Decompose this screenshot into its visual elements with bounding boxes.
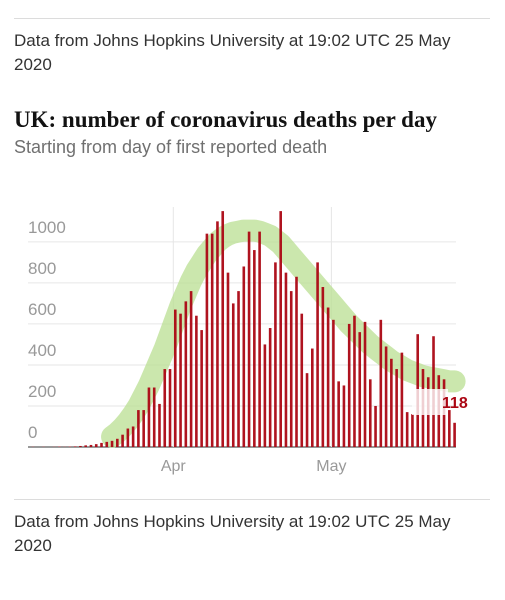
bar [316, 262, 319, 447]
bar [205, 233, 209, 447]
bar [448, 410, 451, 447]
x-tick-label: Apr [161, 458, 187, 475]
rule [14, 18, 490, 19]
bar [395, 369, 398, 447]
bar [347, 323, 351, 447]
bar [126, 428, 130, 447]
bar [100, 442, 103, 447]
bar [384, 346, 388, 447]
y-tick-label: 400 [28, 341, 56, 360]
value-label: 118 [442, 395, 468, 412]
y-tick-label: 200 [28, 382, 56, 401]
y-tick-label: 1000 [28, 218, 66, 237]
bar [400, 352, 404, 447]
bar [247, 231, 251, 447]
bar [163, 369, 167, 447]
bar [216, 221, 219, 447]
bar [200, 330, 203, 447]
bar [231, 303, 235, 447]
bar [268, 328, 272, 447]
bar [121, 434, 124, 447]
trend-band [101, 219, 466, 448]
bar [73, 446, 77, 447]
bar [84, 445, 87, 447]
bar [179, 313, 182, 447]
bar [279, 211, 282, 447]
chart-title: UK: number of coronavirus deaths per day [14, 107, 437, 132]
bar [258, 231, 261, 447]
bar [342, 385, 346, 447]
bar [110, 440, 114, 447]
bar [173, 309, 177, 447]
y-tick-label: 0 [28, 423, 37, 442]
bar [226, 272, 230, 447]
bar [158, 403, 161, 447]
bar [326, 307, 330, 447]
bar [152, 387, 156, 447]
bar [332, 319, 335, 447]
bar [284, 272, 288, 447]
bar [295, 276, 298, 447]
source-note: Data from Johns Hopkins University at 19… [14, 512, 451, 555]
bar [453, 422, 456, 447]
bar [168, 369, 172, 447]
source-note: Data from Johns Hopkins University at 19… [14, 31, 451, 74]
bar [195, 315, 198, 447]
bar [184, 301, 188, 447]
bar [368, 379, 372, 447]
bar [242, 266, 246, 447]
bar [274, 262, 277, 447]
bar [137, 410, 140, 447]
bar [105, 441, 109, 447]
bar [379, 319, 383, 447]
bar [89, 444, 93, 447]
bar [337, 381, 340, 447]
bar [363, 321, 367, 447]
y-tick-label: 600 [28, 300, 56, 319]
bar [411, 414, 414, 447]
bar [79, 445, 82, 447]
bar [147, 387, 151, 447]
bar [390, 358, 393, 447]
bar [321, 287, 325, 447]
bar [131, 426, 135, 447]
bar [405, 412, 409, 447]
bar [221, 211, 225, 447]
y-tick-label: 800 [28, 259, 56, 278]
bar [116, 438, 119, 447]
bar [94, 444, 98, 447]
bar [189, 291, 193, 447]
bar [300, 313, 304, 447]
chart-subtitle: Starting from day of first reported deat… [14, 137, 328, 157]
bar [253, 250, 256, 447]
bar [210, 233, 214, 447]
x-tick-label: May [316, 458, 346, 475]
bar [353, 315, 356, 447]
bar [358, 332, 362, 447]
bar [263, 344, 267, 447]
bar [289, 291, 293, 447]
label-box [412, 389, 448, 415]
bar [142, 410, 145, 447]
bar [237, 291, 240, 447]
bar [311, 348, 314, 447]
bar [374, 405, 377, 447]
chart: 0 200 400 600 800 1000 Apr May 118 [28, 207, 468, 475]
rule [14, 499, 490, 500]
bar [305, 373, 309, 447]
